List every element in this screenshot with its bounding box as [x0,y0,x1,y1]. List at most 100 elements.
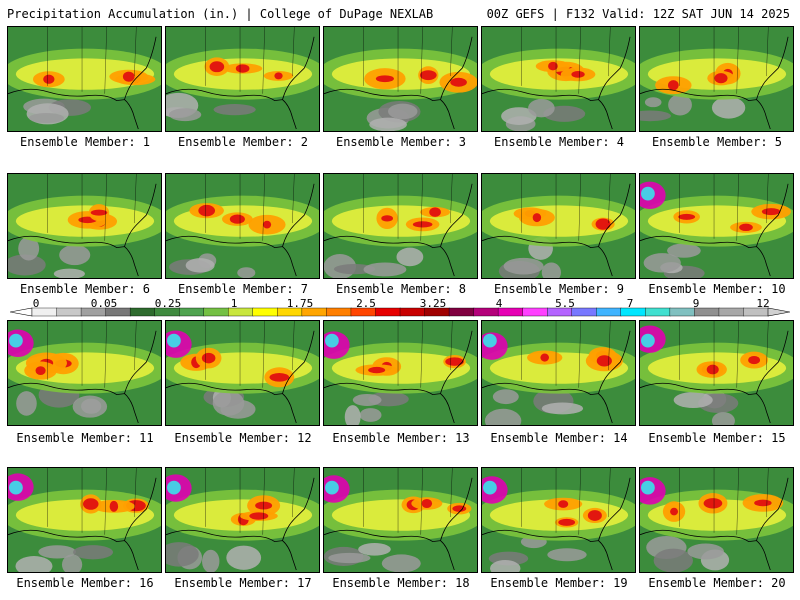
precip-area-light [28,112,65,124]
precip-core [703,498,723,509]
precip-area-light [667,243,701,258]
precip-area-light [202,549,220,572]
coastline [482,330,631,424]
precip-core [262,220,272,229]
coastline [8,36,157,130]
precip-area-light [328,552,371,564]
state-border [679,321,769,388]
colorbar-max-arrow [767,307,790,317]
ensemble-map-panel [7,467,162,573]
precip-area-light [15,556,53,572]
ensemble-member-label: Ensemble Member: 8 [335,282,467,296]
precip-extreme-core [482,480,497,495]
precip-area-light [711,96,746,119]
precip-area-band [331,352,471,384]
colorbar-swatch [718,307,745,317]
precip-core [558,518,576,526]
precip-area-band [331,499,471,531]
precip-core [706,364,719,375]
precip-area-light [640,110,671,122]
colorbar-tick-label: 4 [495,297,503,310]
colorbar-tick-label: 2.5 [356,297,376,310]
colorbar-swatch [129,307,156,317]
precip-area-light [501,107,537,125]
precip-extreme-core [166,480,181,495]
precip-area-light [61,554,83,572]
ensemble-member-label: Ensemble Member: 16 [16,576,154,590]
precip-area-light [359,408,382,422]
state-border [521,321,611,388]
precip-core [596,355,612,367]
ensemble-member-label: Ensemble Member: 5 [651,135,783,149]
precip-area-light [653,548,693,572]
coastline [166,477,315,571]
precip-area-light [38,545,77,559]
state-border [47,321,137,388]
precip-core [249,512,269,520]
ensemble-member-label: Ensemble Member: 18 [332,576,470,590]
precip-area-light [166,542,199,567]
precip-area-light [492,389,519,405]
precip-core [587,510,602,521]
precip-core [235,64,250,73]
ensemble-map-panel [639,467,794,573]
precipitation-colorbar [10,298,790,318]
precip-core [667,80,679,91]
coastline [324,36,473,130]
precip-core [368,366,386,374]
state-border [363,468,453,535]
precip-area-light [547,548,587,562]
precip-area-light [388,103,418,120]
coastline [324,330,473,424]
precip-area-light [503,257,544,275]
precip-core [419,70,437,81]
ensemble-member-label: Ensemble Member: 14 [490,431,628,445]
coastline [640,477,789,571]
precip-extreme-core [324,480,339,495]
colorbar-min-arrow [10,307,33,317]
colorbar-tick-label: 12 [756,297,770,310]
state-border [205,174,295,241]
ensemble-map-panel [7,26,162,132]
precip-area-band [331,205,471,237]
state-border [521,174,611,241]
precip-core [670,507,679,516]
ensemble-map-panel [639,320,794,426]
ensemble-map-panel [481,26,636,132]
ensemble-map-panel [323,26,478,132]
precip-extreme-core [8,480,23,495]
ensemble-map-panel [639,26,794,132]
ensemble-member-label: Ensemble Member: 9 [493,282,625,296]
ensemble-member-label: Ensemble Member: 12 [174,431,312,445]
state-border [521,468,611,535]
precip-area-light [528,98,555,118]
precip-core [532,213,542,223]
precip-core [739,223,753,232]
ensemble-map-panel [481,467,636,573]
precip-core [109,500,119,512]
ensemble-map-panel [165,320,320,426]
colorbar-swatch [178,307,205,317]
ensemble-map-panel [639,173,794,279]
precip-extreme-core [640,333,655,348]
coastline [166,183,315,277]
precip-area-light [541,402,584,415]
ensemble-member-label: Ensemble Member: 7 [177,282,309,296]
ensemble-member-label: Ensemble Member: 11 [16,431,154,445]
precip-area-light [53,268,85,278]
coastline [640,36,789,130]
precip-area-light [644,97,662,108]
precip-area-light [643,253,681,273]
colorbar-tick-label: 1 [230,297,238,310]
precip-core [429,207,441,217]
precip-area-light [212,390,245,416]
ensemble-map-panel [323,173,478,279]
colorbar-swatch [203,307,229,317]
state-border [47,27,137,94]
precip-area-light [369,117,407,131]
ensemble-member-label: Ensemble Member: 10 [648,282,786,296]
coastline [324,183,473,277]
state-border [205,468,295,535]
precip-extreme-core [640,480,655,495]
ensemble-map-panel [165,173,320,279]
